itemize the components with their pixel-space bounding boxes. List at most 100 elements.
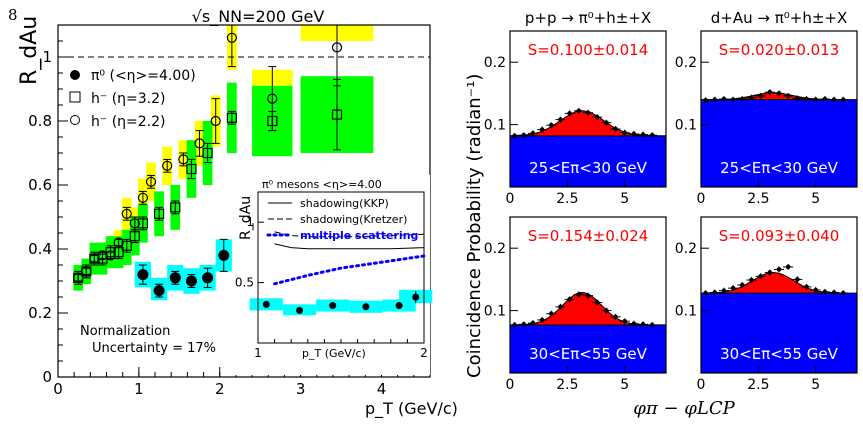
data-point: [804, 96, 809, 102]
column-title-pp: p+p → π⁰+h±+X: [525, 9, 651, 27]
data-point: [804, 284, 809, 290]
data-point: [594, 300, 600, 305]
y-axis-label: R_dAu: [17, 16, 42, 85]
y-axis-label: Coincidence Probability (radian⁻¹): [464, 74, 485, 378]
x-axis-label: p_T (GeV/c): [365, 399, 458, 419]
inset-curve-solid: [274, 243, 425, 250]
x-tick-label: 0: [697, 377, 706, 393]
y-tick-label: 0.1: [675, 118, 697, 134]
data-point: [739, 282, 745, 288]
inset-legend-label: shadowing(Kretzer): [300, 213, 407, 226]
legend-marker-pi0: [70, 70, 80, 80]
data-point: [567, 111, 572, 116]
x-tick-label: 2.5: [556, 377, 578, 393]
data-point: [776, 91, 782, 96]
point-pi0: [218, 249, 230, 261]
data-point: [822, 96, 828, 102]
data-point: [813, 287, 819, 293]
point-h-eta22: [178, 154, 189, 165]
y-tick-label: 0.2: [484, 55, 506, 71]
point-h-eta22: [81, 266, 92, 277]
x-tick-label: 4: [377, 380, 387, 398]
y-tick-label: 0.1: [675, 304, 697, 320]
point-h-eta22: [210, 115, 221, 127]
legend-label: h⁻ (η=2.2): [91, 114, 166, 130]
legend-label: π⁰ (<η>=4.00): [91, 68, 196, 84]
x-tick-label: 5: [811, 377, 820, 393]
rdau-chart: 0 1 2 3 4 0 0.2 0.4 0.6 0.8 1 √s_NN=200 GeV p_T (GeV…: [17, 7, 458, 419]
panel-frame: [509, 30, 667, 188]
x-tick-label: 2: [215, 380, 225, 398]
data-point: [730, 97, 736, 102]
data-point: [813, 97, 819, 102]
data-point: [604, 308, 609, 313]
data-point: [622, 130, 628, 136]
panel-energy-range: 25<Eπ<30 GeV: [529, 159, 647, 177]
normalization-note: Uncertainty = 17%: [92, 341, 216, 356]
point-pi0: [169, 272, 181, 284]
data-point: [631, 321, 637, 327]
y-tick-label: 0: [42, 368, 52, 386]
data-point: [822, 289, 828, 295]
x-tick-label: 3: [296, 380, 306, 398]
data-point: [576, 292, 582, 297]
inset-curve-dotted: [273, 254, 426, 286]
inset-point: [362, 303, 370, 311]
point-h-eta22: [194, 138, 205, 149]
x-tick-label: 5: [620, 191, 629, 207]
point-h-eta22: [267, 93, 278, 104]
data-point: [703, 97, 708, 103]
data-point: [767, 89, 773, 95]
y-tick-label: 0.2: [484, 241, 506, 257]
x-tick-label: 2.5: [556, 191, 578, 207]
x-tick-label: 1: [134, 380, 144, 398]
data-point: [512, 133, 517, 139]
data-point: [539, 317, 545, 323]
data-point: [767, 270, 773, 275]
data-point: [712, 290, 718, 295]
data-point: [785, 93, 791, 99]
y-tick-label: 0.8: [28, 112, 52, 130]
point-h-eta32: [137, 218, 149, 229]
data-point: [548, 311, 554, 317]
data-point: [576, 108, 582, 114]
inset-y-axis-label: R_dAu: [238, 196, 254, 240]
data-point: [585, 110, 591, 116]
point-h-eta32: [331, 109, 343, 120]
panel-energy-range: 25<Eπ<30 GeV: [720, 159, 838, 177]
point-h-eta22: [73, 272, 84, 283]
panel-s-value: S=0.154±0.024: [528, 227, 649, 245]
data-point: [721, 96, 727, 102]
data-point: [640, 132, 646, 137]
point-h-eta22: [121, 208, 132, 219]
point-h-eta32: [226, 112, 237, 123]
data-point: [703, 290, 708, 296]
chart-title: √s_NN=200 GeV: [192, 7, 325, 27]
data-point: [640, 322, 646, 327]
data-point: [613, 126, 618, 132]
point-h-eta22: [145, 176, 157, 187]
inset-point: [296, 306, 303, 314]
point-h-eta32: [202, 147, 213, 159]
data-point: [613, 314, 618, 320]
data-point: [530, 320, 536, 326]
point-h-eta32: [129, 231, 140, 242]
data-point: [558, 117, 563, 122]
baseline-fill: [701, 293, 857, 373]
data-point: [831, 97, 837, 102]
panel-energy-range: 30<Eπ<55 GeV: [529, 345, 647, 363]
inset-legend-label: multiple scattering: [300, 229, 418, 242]
inset-title: π⁰ mesons <η>=4.00: [262, 178, 382, 191]
legend-marker-h22: [70, 115, 80, 125]
data-point: [558, 304, 563, 310]
point-h-eta22: [129, 218, 140, 229]
legend-label: h⁻ (η=3.2): [91, 91, 166, 107]
inset-y-tick-label: 1: [246, 215, 254, 229]
data-point: [795, 96, 800, 101]
baseline-fill: [510, 324, 666, 373]
data-point: [539, 127, 545, 132]
data-point: [730, 285, 736, 291]
panel-s-value: S=0.020±0.013: [719, 41, 840, 59]
x-tick-label: 2.5: [747, 377, 769, 393]
